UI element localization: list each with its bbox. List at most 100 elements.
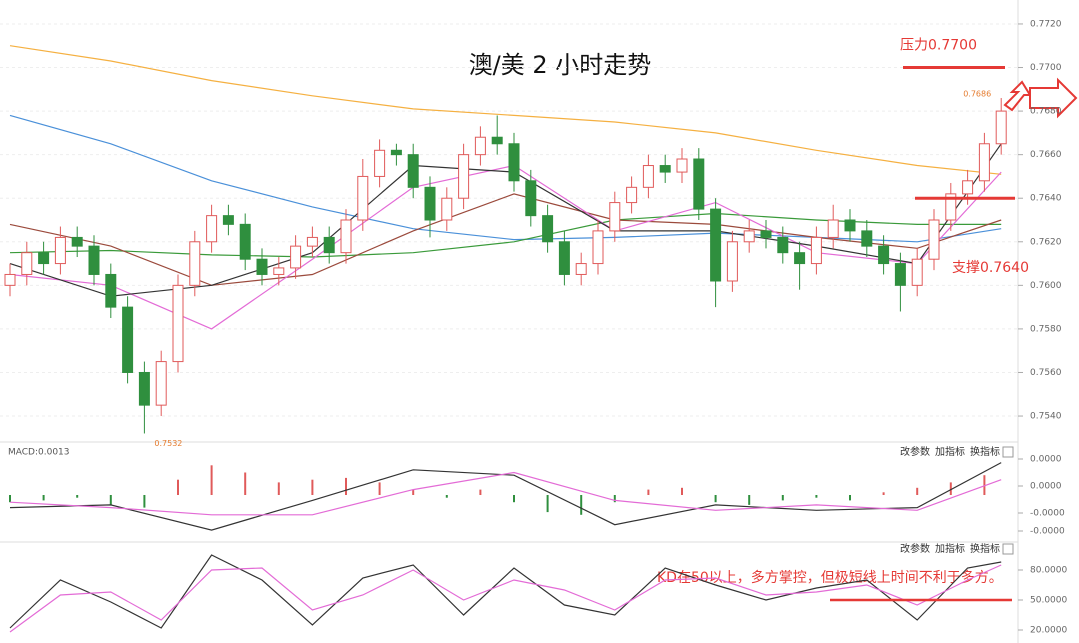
candle-body: [340, 219, 352, 254]
y-tick-label: 0.7560: [1030, 368, 1062, 378]
candle-body: [374, 149, 386, 177]
candle-body: [945, 193, 957, 221]
y-tick-label: -0.0000: [1030, 509, 1065, 519]
indicator-button[interactable]: 换指标: [970, 542, 1000, 555]
candle-body: [88, 245, 100, 275]
candle-body: [189, 241, 201, 286]
candle-body: [726, 241, 738, 282]
candle-body: [978, 143, 990, 182]
candle-body: [558, 241, 570, 275]
candle-body: [273, 267, 285, 275]
candle-body: [222, 215, 234, 225]
candle-body: [407, 154, 419, 188]
candle-body: [642, 165, 654, 188]
candle-body: [105, 273, 117, 308]
candle-body: [138, 371, 150, 406]
candle-body: [676, 158, 688, 173]
candle-body: [441, 197, 453, 221]
candle-body: [290, 245, 302, 269]
candle-body: [962, 180, 974, 195]
y-tick-label: 0.7680: [1030, 107, 1062, 117]
indicator-line: [9, 471, 1002, 516]
y-tick-label: 0.0000: [1030, 482, 1062, 492]
indicator-line: [9, 164, 1002, 330]
y-tick-label: 0.0000: [1030, 455, 1062, 465]
y-tick-label: 20.0000: [1030, 626, 1067, 636]
candle-body: [810, 236, 822, 265]
candle-body: [71, 236, 83, 247]
candle-body: [844, 219, 856, 232]
candle-body: [38, 252, 50, 265]
candle-body: [609, 202, 621, 232]
indicator-button[interactable]: 加指标: [935, 445, 965, 458]
candle-body: [928, 219, 940, 260]
candle-body: [542, 215, 554, 243]
indicator-line: [9, 554, 1002, 629]
candle-body: [206, 215, 218, 243]
candle-body: [491, 136, 503, 145]
candle-body: [743, 230, 755, 243]
candle-body: [306, 236, 318, 247]
candle-body: [911, 258, 923, 286]
y-tick-label: 0.7700: [1030, 63, 1062, 73]
indicator-button[interactable]: 改参数: [900, 445, 930, 458]
candle-body: [659, 165, 671, 173]
level-label: 支撑0.7640: [952, 260, 1029, 276]
candle-body: [390, 149, 402, 156]
level-label: 压力0.7700: [900, 38, 977, 54]
y-tick-label: 0.7720: [1030, 19, 1062, 29]
candle-body: [4, 273, 16, 286]
y-tick-label: 0.7580: [1030, 324, 1062, 334]
arrow-icon: [1029, 77, 1078, 119]
indicator-button[interactable]: 换指标: [970, 445, 1000, 458]
candle-body: [794, 252, 806, 265]
candle-body: [172, 284, 184, 363]
indicator-button[interactable]: 加指标: [935, 542, 965, 555]
close-button[interactable]: [1002, 446, 1014, 458]
annotation: KD在50以上，多方掌控，但极短线上时间不利于多方。: [657, 569, 1003, 586]
candle-body: [155, 361, 167, 406]
candle-body: [777, 236, 789, 254]
candle-body: [592, 230, 604, 265]
candle-body: [861, 230, 873, 247]
value-label: 0.7686: [963, 90, 991, 99]
candle-body: [357, 175, 369, 221]
candle-body: [827, 219, 839, 238]
value-label: 0.7532: [154, 439, 182, 448]
indicator-button[interactable]: 改参数: [900, 542, 930, 555]
candle-body: [760, 230, 772, 238]
y-tick-label: 80.0000: [1030, 566, 1067, 576]
y-tick-label: 0.7660: [1030, 150, 1062, 160]
candle-body: [626, 186, 638, 204]
candle-body: [710, 208, 722, 282]
arrow-icon: [1003, 80, 1032, 112]
candle-body: [122, 306, 134, 373]
indicator-line: [9, 564, 1002, 633]
y-tick-label: 50.0000: [1030, 596, 1067, 606]
y-tick-label: 0.7640: [1030, 194, 1062, 204]
y-tick-label: 0.7600: [1030, 281, 1062, 291]
y-tick-label: -0.0000: [1030, 527, 1065, 537]
candle-body: [575, 263, 587, 275]
candle-body: [995, 110, 1007, 145]
candle-body: [323, 236, 335, 254]
candle-body: [54, 236, 66, 265]
candle-body: [458, 154, 470, 199]
chart-title: 澳/美 2 小时走势: [469, 51, 652, 79]
candle-body: [693, 158, 705, 210]
close-button[interactable]: [1002, 543, 1014, 555]
indicator-line: [9, 193, 1002, 286]
candle-body: [239, 223, 251, 260]
macd-label: MACD:0.0013: [8, 448, 70, 458]
candle-body: [525, 180, 537, 217]
candle-body: [256, 258, 268, 275]
candle-body: [878, 245, 890, 265]
candle-body: [474, 136, 486, 156]
candle-body: [21, 252, 33, 275]
indicator-line: [9, 45, 1002, 175]
candle-body: [424, 186, 436, 221]
y-tick-label: 0.7620: [1030, 237, 1062, 247]
candle-body: [894, 263, 906, 286]
y-tick-label: 0.7540: [1030, 412, 1062, 422]
